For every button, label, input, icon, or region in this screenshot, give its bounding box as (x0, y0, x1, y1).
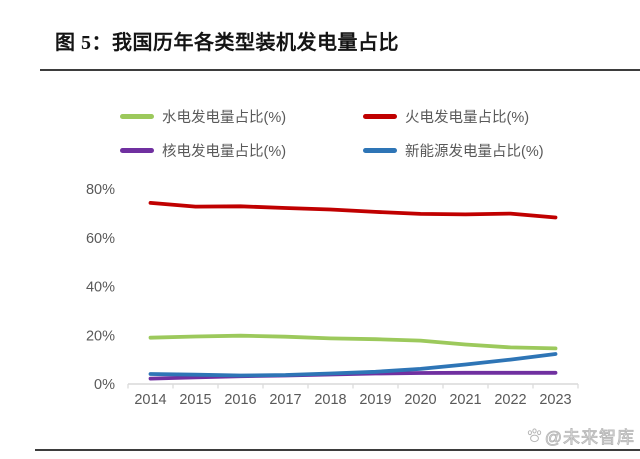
legend-label: 核电发电量占比(%) (162, 144, 287, 160)
y-axis-tick-label: 20% (86, 328, 115, 344)
legend-label: 新能源发电量占比(%) (405, 144, 544, 160)
legend-label: 水电发电量占比(%) (162, 110, 287, 126)
series-line-0 (148, 333, 558, 351)
y-axis-tick-label: 80% (86, 182, 115, 198)
x-axis-tick-label: 2018 (314, 392, 346, 408)
paw-icon (527, 427, 541, 442)
series-line-3 (148, 352, 558, 378)
x-axis-tick-label: 2023 (539, 392, 571, 408)
x-axis-tick-label: 2015 (179, 392, 211, 408)
legend-item-newenergy: 新能源发电量占比(%) (363, 140, 580, 161)
legend-item-thermal: 火电发电量占比(%) (363, 106, 580, 127)
watermark: @未来智库 (526, 424, 635, 447)
y-axis-tick-label: 60% (86, 231, 115, 247)
bottom-divider (35, 449, 640, 451)
x-axis-tick-label: 2014 (134, 392, 166, 408)
series-line-1 (148, 200, 558, 220)
y-axis-tick-label: 0% (94, 377, 115, 393)
x-axis-tick-label: 2016 (224, 392, 256, 408)
title-divider (40, 69, 640, 71)
x-axis-tick-label: 2022 (494, 392, 526, 408)
figure-title: 图 5：我国历年各类型装机发电量占比 (55, 32, 399, 54)
line-chart: 0% 20% 40% 60% 80% 2014 2015 2016 2017 2018 2019 20… (86, 182, 579, 408)
chart-legend: 水电发电量占比(%) 火电发电量占比(%) 核电发电量占比(%) 新能源发电量占… (120, 106, 580, 161)
hydro-line-swatch (120, 114, 154, 119)
thermal-line-swatch (363, 114, 397, 119)
x-axis-tick-label: 2020 (404, 392, 436, 408)
x-axis-tick-label: 2017 (269, 392, 301, 408)
x-axis-tick-label: 2019 (359, 392, 391, 408)
legend-label: 火电发电量占比(%) (405, 110, 530, 126)
x-axis-tick-label: 2021 (449, 392, 481, 408)
watermark-text: @未来智库 (544, 427, 635, 447)
newenergy-line-swatch (363, 148, 397, 153)
legend-item-hydro: 水电发电量占比(%) (120, 106, 363, 127)
y-axis-tick-label: 40% (86, 280, 115, 296)
nuclear-line-swatch (120, 148, 154, 153)
legend-item-nuclear: 核电发电量占比(%) (120, 140, 363, 161)
